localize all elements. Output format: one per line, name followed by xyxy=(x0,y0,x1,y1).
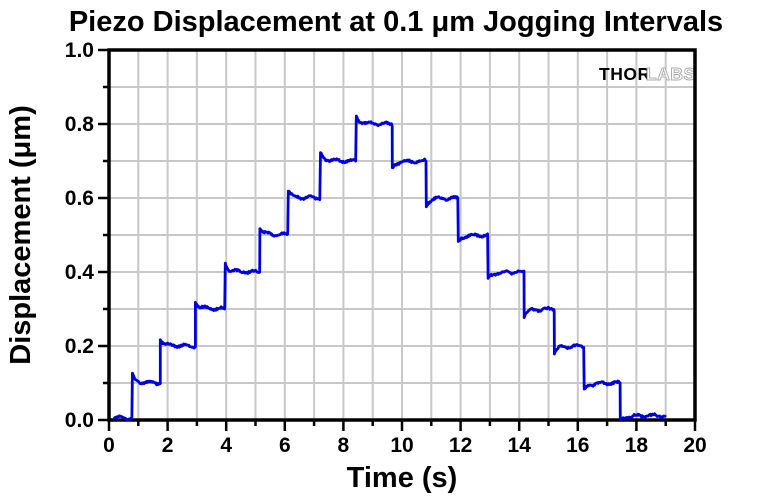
chart-title: Piezo Displacement at 0.1 μm Jogging Int… xyxy=(69,6,723,38)
x-tick-label: 4 xyxy=(220,434,232,457)
tick-labels: 0 2 4 6 8 10 12 14 16 18 20 0.0 0.2 0.4 0.6 0.8 1.0 xyxy=(65,39,707,457)
x-tick-label: 14 xyxy=(508,434,532,457)
y-tick-label: 0.0 xyxy=(65,409,94,432)
x-tick-label: 16 xyxy=(566,434,589,457)
x-tick-label: 20 xyxy=(683,434,706,457)
displacement-trace xyxy=(112,114,667,421)
x-tick-label: 0 xyxy=(103,434,115,457)
logo-thor-text: THOR xyxy=(599,64,651,84)
y-tick-label: 0.8 xyxy=(65,113,95,136)
y-tick-label: 0.4 xyxy=(65,261,95,284)
x-tick-label: 18 xyxy=(625,434,649,457)
x-tick-label: 6 xyxy=(279,434,291,457)
axis-ticks xyxy=(98,48,697,431)
x-tick-label: 10 xyxy=(390,434,413,457)
x-tick-label: 8 xyxy=(338,434,350,457)
y-axis-label: Displacement (μm) xyxy=(5,105,37,364)
thorlabs-logo: THOR LABS xyxy=(599,64,696,85)
x-axis-label: Time (s) xyxy=(347,462,458,494)
y-tick-label: 1.0 xyxy=(65,39,94,62)
x-tick-label: 12 xyxy=(449,434,472,457)
logo-labs-text: LABS xyxy=(646,64,696,84)
x-tick-label: 2 xyxy=(162,434,174,457)
gridlines xyxy=(109,50,695,420)
y-tick-label: 0.6 xyxy=(65,187,94,210)
y-tick-label: 0.2 xyxy=(65,335,94,358)
plot-border xyxy=(107,48,697,422)
